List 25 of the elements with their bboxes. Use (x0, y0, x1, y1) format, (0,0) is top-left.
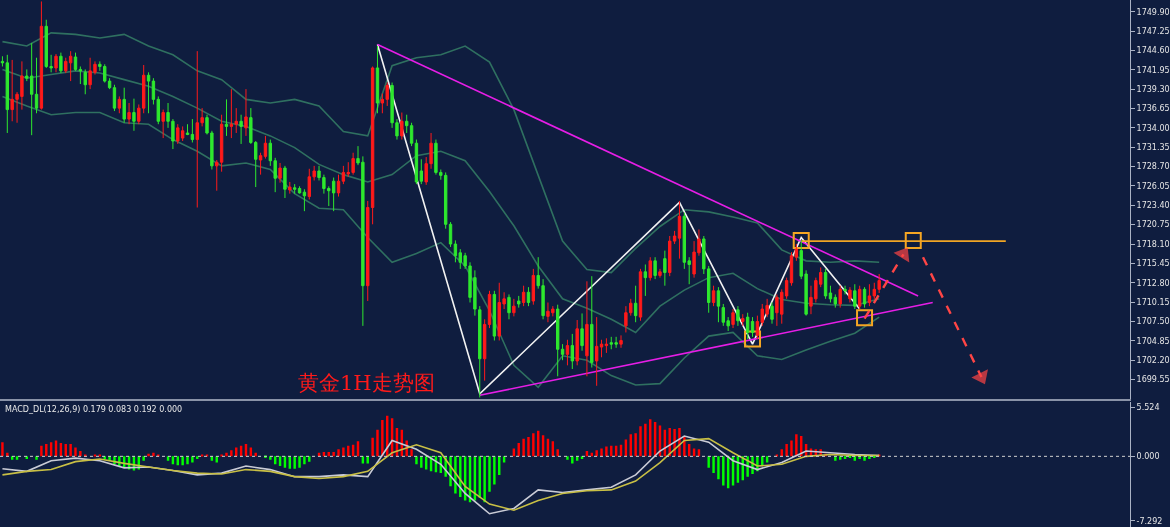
y-tick-label: 1744.60 (1136, 46, 1170, 56)
y-tick-label: 0.000 (1136, 452, 1160, 462)
y-tick-label: 1704.85 (1136, 336, 1170, 346)
y-tick-label: 5.524 (1136, 403, 1160, 413)
y-tick-label: 1734.00 (1136, 123, 1170, 133)
y-tick-label: 1702.20 (1136, 356, 1170, 366)
chart-title: MACD_DL(12,26,9) 0.179 0.083 0.192 0.000 (5, 405, 183, 414)
y-tick-label: 1710.15 (1136, 297, 1170, 307)
y-tick-label: 1739.30 (1136, 84, 1170, 94)
y-tick-label: 1723.40 (1136, 201, 1170, 211)
y-tick-label: -7.292 (1136, 516, 1163, 526)
y-tick-label: 1726.05 (1136, 181, 1170, 191)
text: 黄金1H走势图 (298, 371, 435, 395)
y-tick-label: 1747.25 (1136, 26, 1170, 36)
y-tick-label: 1718.10 (1136, 239, 1170, 249)
y-tick-label: 1736.65 (1136, 104, 1170, 114)
y-tick-label: 1715.45 (1136, 259, 1170, 269)
y-tick-label: 1720.75 (1136, 220, 1170, 230)
y-tick-label: 1741.95 (1136, 65, 1170, 75)
y-tick-label: 1699.55 (1136, 375, 1170, 385)
y-tick-label: 1712.80 (1136, 278, 1170, 288)
y-tick-label: 1728.70 (1136, 162, 1170, 172)
y-tick-label: 1707.50 (1136, 317, 1170, 327)
y-tick-label: 1749.90 (1136, 7, 1170, 17)
y-tick-label: 1731.35 (1136, 143, 1170, 153)
